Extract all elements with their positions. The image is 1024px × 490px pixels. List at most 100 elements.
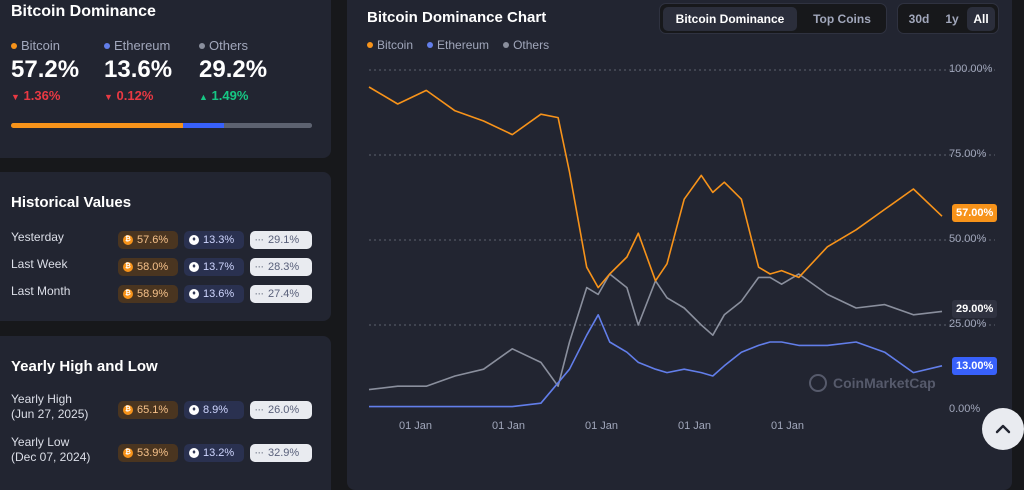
others-icon: ··· (255, 405, 264, 415)
y-tick-label: 0.00% (949, 403, 981, 415)
others-series-line (368, 273, 943, 391)
others-icon: ··· (255, 262, 264, 272)
range-tab-all[interactable]: All (967, 7, 995, 31)
ethereum-change: 0.12% (116, 88, 154, 103)
tab-top-coins[interactable]: Top Coins (813, 12, 871, 26)
ethereum-share-segment (183, 123, 225, 128)
bitcoin-series-line (368, 86, 943, 289)
legend-bitcoin[interactable]: Bitcoin (367, 38, 413, 52)
caret-down-icon: ▼ (11, 92, 20, 102)
ethereum-dot-icon (104, 42, 110, 49)
historical-eth-value: 13.3% (203, 234, 235, 246)
bitcoin-change: 1.36% (23, 88, 61, 103)
bitcoin-current-badge: 57.00% (952, 204, 998, 222)
historical-oth-value: 27.4% (268, 288, 300, 300)
chevron-up-icon (995, 424, 1011, 434)
dominance-item-others: Others 29.2% ▲ 1.49% (199, 38, 267, 103)
historical-btc-value: 57.6% (137, 234, 169, 246)
yearly-eth-pill: ♦ 13.2% (184, 444, 244, 462)
others-change: 1.49% (211, 88, 249, 103)
others-icon: ··· (255, 289, 264, 299)
historical-eth-value: 13.6% (203, 288, 235, 300)
ethereum-series-line (369, 313, 943, 408)
scroll-top-button[interactable] (982, 408, 1024, 450)
ethereum-icon: ♦ (189, 262, 199, 272)
dominance-share-bar (11, 123, 312, 128)
historical-btc-value: 58.9% (137, 288, 169, 300)
dominance-card: Bitcoin Dominance Bitcoin 57.2% ▼ 1.36% … (0, 0, 331, 158)
others-dot-icon (199, 42, 205, 49)
caret-up-icon: ▲ (199, 92, 208, 102)
ethereum-current-badge: 13.00% (952, 357, 998, 375)
yearly-btc-value: 65.1% (137, 404, 169, 416)
coinmarketcap-watermark: CoinMarketCap (809, 374, 936, 392)
historical-title: Historical Values (11, 194, 132, 211)
historical-row-label: Yesterday (11, 230, 64, 244)
bitcoin-icon: ₿ (123, 405, 133, 415)
historical-values-card: Historical Values Yesterday ₿ 57.6% ♦ 13.3% ·… (0, 172, 331, 321)
bitcoin-value: 57.2% (11, 56, 80, 83)
yearly-oth-value: 32.9% (268, 447, 300, 459)
x-tick-label: 01 Jan (399, 420, 433, 432)
historical-eth-pill: ♦ 13.6% (184, 285, 244, 303)
others-icon: ··· (255, 448, 264, 458)
bitcoin-legend-dot-icon (367, 41, 373, 48)
yearly-title: Yearly High and Low (11, 358, 158, 375)
historical-btc-value: 58.0% (137, 261, 169, 273)
yearly-row-label: Yearly Low (Dec 07, 2024) (11, 435, 91, 464)
ethereum-icon: ♦ (189, 405, 199, 415)
bitcoin-icon: ₿ (123, 235, 133, 245)
bitcoin-dot-icon (11, 42, 17, 49)
dominance-item-ethereum: Ethereum 13.6% ▼ 0.12% (104, 38, 172, 103)
historical-oth-value: 29.1% (268, 234, 300, 246)
legend-ethereum[interactable]: Ethereum (427, 38, 489, 52)
bitcoin-icon: ₿ (123, 289, 133, 299)
bitcoin-label: Bitcoin (21, 38, 61, 53)
yearly-eth-value: 13.2% (203, 447, 235, 459)
historical-oth-value: 28.3% (268, 261, 300, 273)
historical-btc-pill: ₿ 58.0% (118, 258, 178, 276)
tab-bitcoin-dominance[interactable]: Bitcoin Dominance (663, 7, 797, 31)
yearly-btc-pill: ₿ 53.9% (118, 444, 178, 462)
coinmarketcap-logo-icon (809, 374, 827, 392)
x-tick-label: 01 Jan (492, 420, 526, 432)
others-legend-dot-icon (503, 41, 510, 48)
range-tabs: 30d 1y All (897, 3, 999, 34)
others-label: Others (209, 38, 249, 53)
others-share-segment (224, 123, 312, 128)
historical-btc-pill: ₿ 57.6% (118, 231, 178, 249)
others-icon: ··· (255, 235, 264, 245)
historical-oth-pill: ··· 28.3% (250, 258, 312, 276)
others-current-badge: 29.00% (952, 300, 998, 318)
ethereum-icon: ♦ (189, 289, 199, 299)
chart-panel: Bitcoin Dominance Chart Bitcoin Dominanc… (347, 0, 1012, 490)
historical-eth-value: 13.7% (203, 261, 235, 273)
x-tick-label: 01 Jan (585, 420, 619, 432)
x-tick-label: 01 Jan (771, 420, 805, 432)
historical-oth-pill: ··· 29.1% (250, 231, 312, 249)
historical-row-label: Last Week (11, 257, 68, 271)
chart-title: Bitcoin Dominance Chart (367, 9, 547, 26)
y-tick-label: 100.00% (949, 63, 993, 75)
view-tabs: Bitcoin Dominance Top Coins (659, 3, 887, 34)
dominance-line-chart[interactable] (347, 0, 1012, 490)
yearly-btc-value: 53.9% (137, 447, 169, 459)
yearly-high-low-card: Yearly High and Low Yearly High (Jun 27, … (0, 336, 331, 490)
range-tab-30d[interactable]: 30d (908, 12, 930, 26)
ethereum-icon: ♦ (189, 448, 199, 458)
yearly-btc-pill: ₿ 65.1% (118, 401, 178, 419)
legend-others[interactable]: Others (503, 38, 549, 52)
yearly-oth-pill: ··· 32.9% (250, 444, 312, 462)
bitcoin-share-segment (11, 123, 184, 128)
y-tick-label: 25.00% (949, 318, 987, 330)
yearly-eth-value: 8.9% (203, 404, 229, 416)
others-value: 29.2% (199, 56, 268, 83)
historical-eth-pill: ♦ 13.3% (184, 231, 244, 249)
yearly-row-label: Yearly High (Jun 27, 2025) (11, 392, 89, 421)
range-tab-1y[interactable]: 1y (945, 12, 959, 26)
yearly-eth-pill: ♦ 8.9% (184, 401, 244, 419)
historical-row-label: Last Month (11, 284, 71, 298)
ethereum-legend-dot-icon (427, 41, 434, 48)
ethereum-value: 13.6% (104, 56, 173, 83)
y-tick-label: 75.00% (949, 148, 987, 160)
